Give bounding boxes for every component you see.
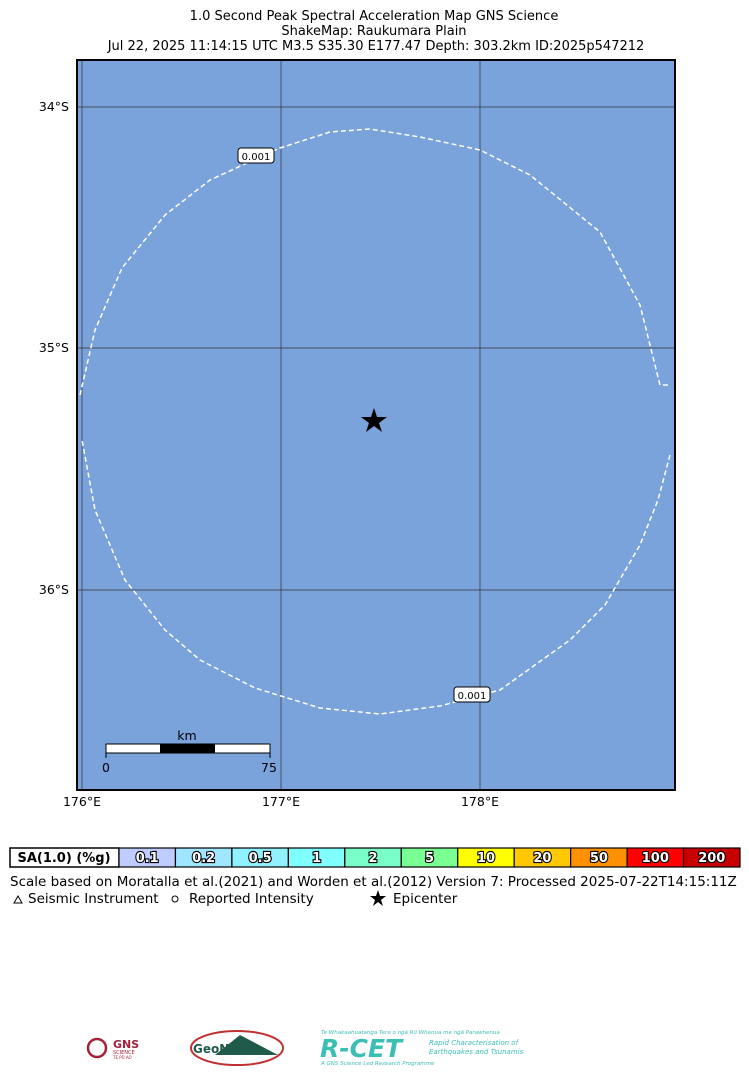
logo-text: R-CET — [320, 1034, 404, 1063]
symbol-label: Epicenter — [393, 891, 458, 907]
legend-bin — [682, 847, 741, 868]
lat-label: 34°S — [39, 99, 69, 114]
symbol-label: Seismic Instrument — [28, 891, 159, 907]
logo-text: TE PŪ AO — [112, 1055, 132, 1060]
legend-bin-label: 200 — [698, 851, 725, 866]
scale-end: 75 — [261, 760, 277, 775]
legend-bin-label: 2 — [369, 851, 378, 866]
gns-logo: GNS SCIENCE TE PŪ AO — [86, 1037, 139, 1060]
legend-bin-label: 0.5 — [249, 851, 272, 866]
logo-text: SCIENCE — [113, 1050, 135, 1056]
lat-label: 35°S — [39, 340, 69, 355]
contour-label-box — [237, 147, 275, 164]
map-frame — [76, 59, 676, 791]
subtitle: ShakeMap: Raukumara Plain — [281, 24, 466, 39]
rcet-logo: Te Whakaahuatanga Tere o ngā Rū Whenua m… — [320, 1030, 524, 1067]
title: 1.0 Second Peak Spectral Acceleration Ma… — [190, 9, 559, 24]
lon-label: 178°E — [461, 794, 499, 809]
legend-bin-label: 10 — [477, 851, 495, 866]
epicenter — [361, 408, 387, 432]
contour-label: 0.001 — [458, 691, 487, 702]
contour-label: 0.001 — [242, 152, 271, 163]
contour-label-box — [453, 686, 491, 703]
logo-text: Earthquakes and Tsunamis — [429, 1048, 524, 1056]
lon-label: 176°E — [63, 794, 101, 809]
legend-bin-label: 1 — [312, 851, 321, 866]
scale-unit: km — [177, 728, 196, 743]
scale-start: 0 — [102, 760, 110, 775]
legend-bin-label: 5 — [425, 851, 434, 866]
legend-bin-label: 0.2 — [192, 851, 215, 866]
intensity-symbol — [171, 895, 179, 903]
lat-label: 36°S — [39, 582, 69, 597]
logo-text: Te Whakaahuatanga Tere o ngā Rū Whenua m… — [321, 1030, 500, 1036]
legend-label: SA(1.0) (%g) — [17, 851, 110, 866]
legend-bin-label: 50 — [590, 851, 608, 866]
logo-text: Rapid Characterisation of — [429, 1039, 520, 1047]
legend-bin-label: 20 — [533, 851, 551, 866]
logo-text: GNS — [113, 1038, 139, 1051]
epicenter-symbol — [370, 890, 386, 906]
lon-label: 177°E — [262, 794, 300, 809]
event-info: Jul 22, 2025 11:14:15 UTC M3.5 S35.30 E1… — [107, 39, 645, 54]
legend-bin-label: 100 — [642, 851, 669, 866]
geonet-logo: GeoNet — [190, 1030, 284, 1066]
symbol-label: Reported Intensity — [189, 891, 314, 907]
instrument-symbol — [13, 894, 23, 904]
legend-bin-label: 0.1 — [136, 851, 159, 866]
graticule — [77, 60, 675, 790]
logo-text: A GNS Science Led Research Programme — [320, 1061, 435, 1067]
legend-bar: SA(1.0) (%g) 0.1 0.2 0.5 1 2 5 10 20 50 100 200 — [9, 847, 741, 868]
credits: Scale based on Moratalla et al.(2021) an… — [10, 874, 737, 890]
logo-text: GeoNet — [193, 1042, 243, 1056]
scale-bar — [105, 743, 271, 758]
